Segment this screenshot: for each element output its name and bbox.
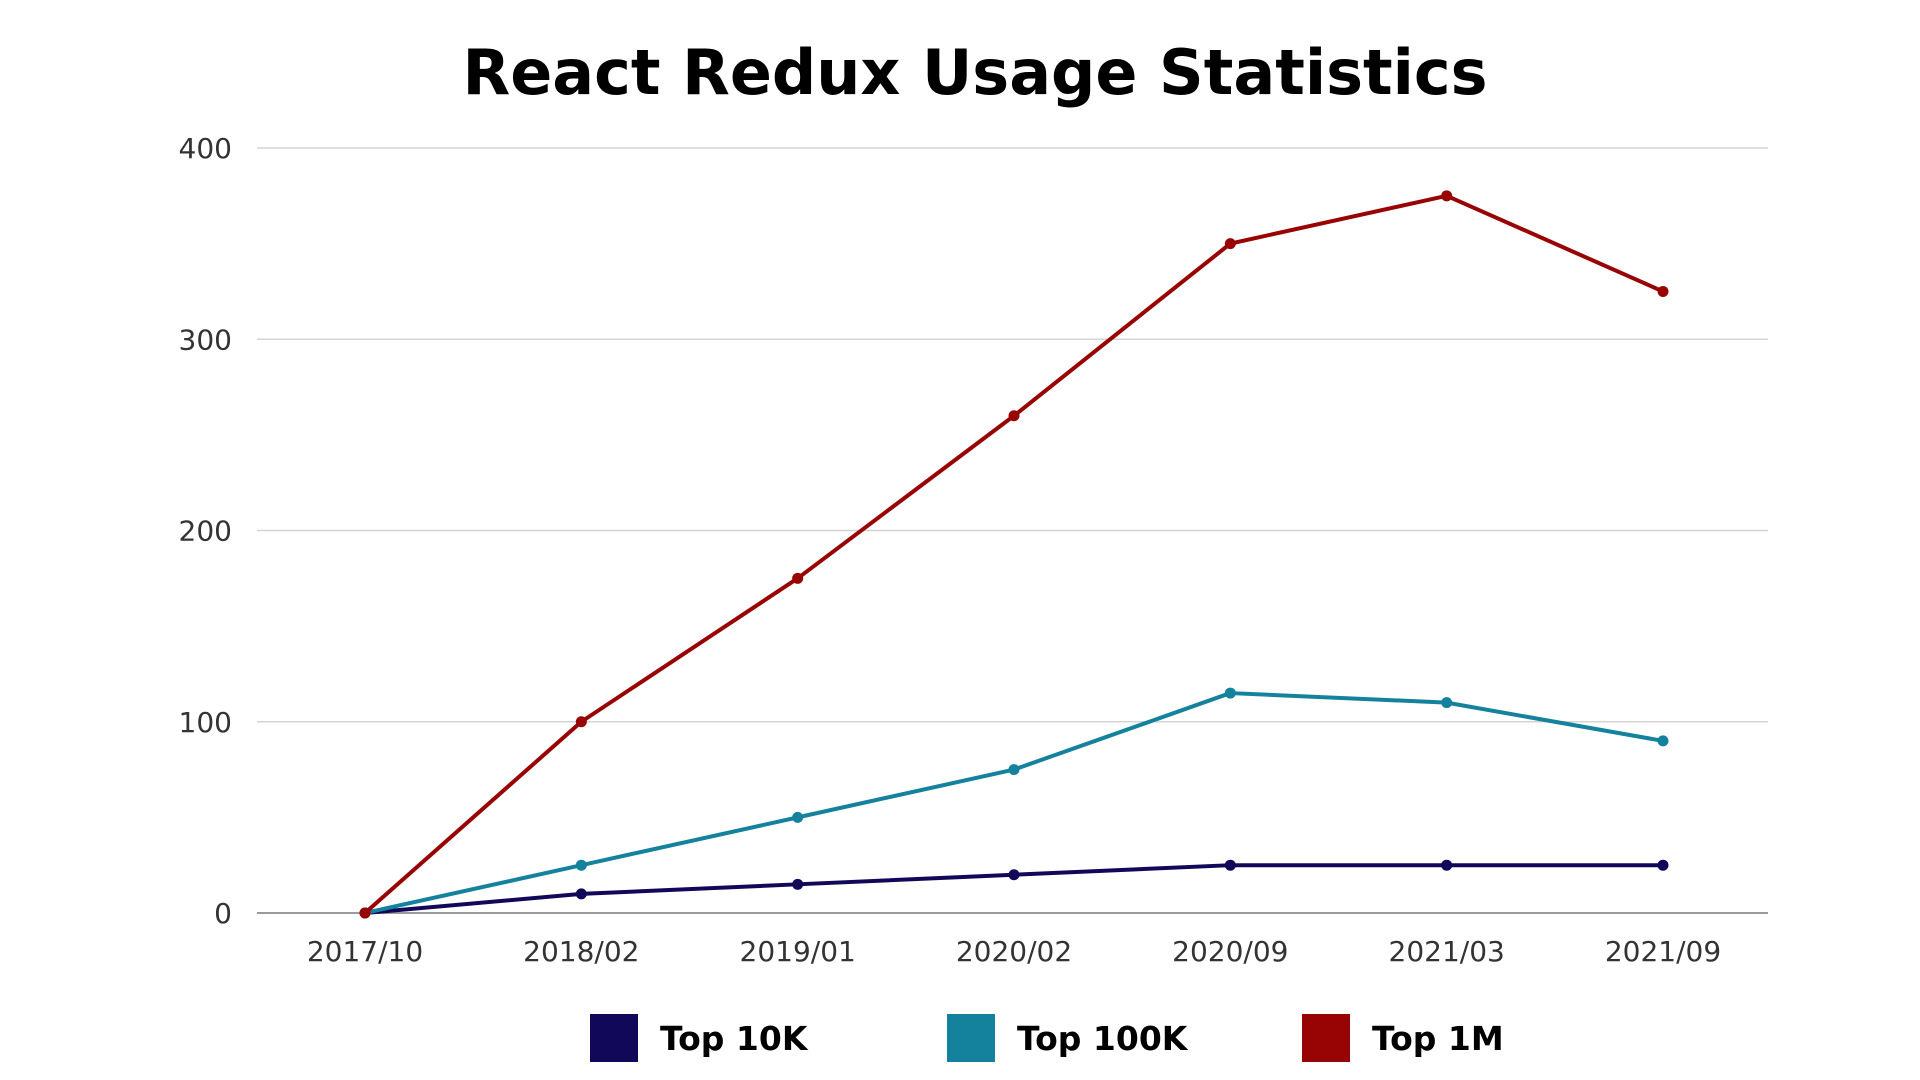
series-line bbox=[363, 193, 1665, 915]
legend-swatch bbox=[947, 1014, 995, 1062]
x-tick-label: 2021/09 bbox=[1605, 935, 1721, 968]
legend-label: Top 100K bbox=[1017, 1019, 1189, 1058]
x-tick-label: 2018/02 bbox=[523, 935, 639, 968]
x-tick-label: 2020/09 bbox=[1172, 935, 1288, 968]
data-point bbox=[575, 888, 587, 900]
y-tick-label: 100 bbox=[179, 706, 232, 739]
legend-label: Top 10K bbox=[660, 1019, 809, 1058]
data-point bbox=[1657, 735, 1669, 747]
x-tick-label: 2021/03 bbox=[1389, 935, 1505, 968]
y-tick-label: 200 bbox=[179, 515, 232, 548]
legend-swatch bbox=[1302, 1014, 1350, 1062]
data-point bbox=[575, 716, 587, 728]
data-point bbox=[1657, 859, 1669, 871]
data-point bbox=[1441, 859, 1453, 871]
data-point bbox=[575, 859, 587, 871]
legend-swatch bbox=[590, 1014, 638, 1062]
legend-item: Top 10K bbox=[590, 1014, 809, 1062]
data-point bbox=[359, 907, 371, 919]
y-tick-label: 0 bbox=[214, 897, 232, 930]
y-tick-label: 400 bbox=[179, 132, 232, 165]
data-point bbox=[792, 811, 804, 823]
data-point bbox=[1008, 410, 1020, 422]
data-point bbox=[792, 878, 804, 890]
x-tick-label: 2017/10 bbox=[307, 935, 423, 968]
data-point bbox=[1224, 859, 1236, 871]
legend-item: Top 100K bbox=[947, 1014, 1189, 1062]
legend-item: Top 1M bbox=[1302, 1014, 1504, 1062]
data-point bbox=[1224, 238, 1236, 250]
series-0 bbox=[359, 859, 1669, 919]
y-axis-ticks: 0 100 200 300 400 bbox=[179, 132, 232, 930]
data-point bbox=[1224, 687, 1236, 699]
x-axis-ticks: 2017/10 2018/02 2019/01 2020/02 2020/09 2021/… bbox=[307, 935, 1721, 968]
data-point bbox=[792, 572, 804, 584]
y-tick-label: 300 bbox=[179, 323, 232, 356]
legend: Top 10K Top 100K Top 1M bbox=[590, 1014, 1504, 1062]
x-tick-label: 2019/01 bbox=[740, 935, 856, 968]
series-group bbox=[359, 190, 1669, 919]
data-point bbox=[1008, 869, 1020, 881]
grid-lines bbox=[257, 147, 1768, 914]
data-point bbox=[1441, 190, 1453, 202]
data-point bbox=[1008, 764, 1020, 776]
x-tick-label: 2020/02 bbox=[956, 935, 1072, 968]
legend-label: Top 1M bbox=[1372, 1019, 1504, 1058]
data-point bbox=[1441, 697, 1453, 709]
series-2 bbox=[359, 190, 1669, 919]
chart-title: React Redux Usage Statistics bbox=[462, 36, 1487, 109]
data-point bbox=[1657, 285, 1669, 297]
